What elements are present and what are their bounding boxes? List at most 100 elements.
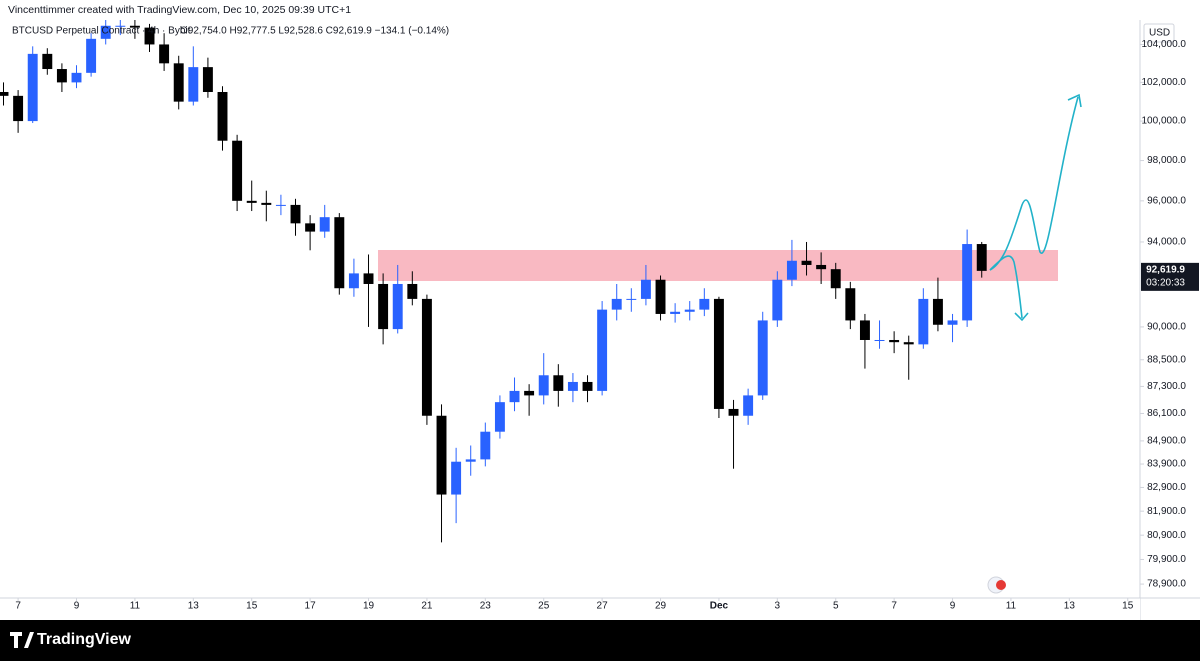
candle-body xyxy=(816,264,827,270)
candle-body xyxy=(334,217,345,289)
x-tick-label: 11 xyxy=(1006,601,1017,612)
candle-body xyxy=(86,38,97,73)
x-tick-label: 11 xyxy=(130,601,141,612)
candle-body xyxy=(509,390,520,403)
candle-body xyxy=(363,273,374,284)
candle-body xyxy=(859,320,870,340)
y-tick-label: 83,900.0 xyxy=(1147,459,1186,470)
footer xyxy=(0,620,1200,661)
last-price-box xyxy=(1141,262,1199,291)
candle-body xyxy=(27,53,38,122)
candle-body xyxy=(962,244,973,321)
x-tick-label: 21 xyxy=(421,601,433,612)
candle-body xyxy=(407,283,418,299)
candle-body xyxy=(524,390,535,396)
candle-body xyxy=(305,223,316,232)
candle-body xyxy=(786,260,797,280)
y-tick-label: 79,900.0 xyxy=(1147,554,1186,565)
candle-body xyxy=(976,244,987,271)
news-icon-flag xyxy=(996,580,1006,590)
candle-body xyxy=(202,67,213,92)
x-tick-label: 7 xyxy=(891,601,897,612)
candle-body xyxy=(115,25,126,27)
candle-body xyxy=(261,202,272,205)
bearish-arrow xyxy=(989,255,1023,319)
y-tick-label: 94,000.0 xyxy=(1147,237,1186,248)
candle-body xyxy=(421,298,432,416)
last-price-label: 92,619.9 xyxy=(1146,265,1185,276)
candle-body xyxy=(159,44,170,64)
candle-body xyxy=(232,140,243,201)
candle-body xyxy=(0,91,9,96)
candle-body xyxy=(845,288,856,321)
candle-body xyxy=(830,269,841,289)
candle-body xyxy=(392,283,403,330)
y-tick-label: 90,000.0 xyxy=(1147,322,1186,333)
candle-body xyxy=(290,204,301,224)
ohlc-legend: O92,754.0 H92,777.5 L92,528.6 C92,619.9 … xyxy=(180,26,449,37)
candle-body xyxy=(246,200,257,203)
candle-body xyxy=(655,279,666,314)
y-tick-label: 78,900.0 xyxy=(1147,579,1186,590)
x-tick-label: 15 xyxy=(246,601,258,612)
bullish-arrow-head xyxy=(1067,93,1082,108)
x-tick-label: Dec xyxy=(710,601,729,612)
candle-body xyxy=(451,461,462,495)
candle-body xyxy=(947,320,958,325)
x-tick-label: 23 xyxy=(480,601,492,612)
candle-body xyxy=(699,298,710,310)
header-title: Vincenttimmer created with TradingView.c… xyxy=(8,4,351,16)
candle-body xyxy=(217,91,228,141)
candle-body xyxy=(626,298,637,300)
y-tick-label: 104,000.0 xyxy=(1142,39,1187,50)
candle-body xyxy=(728,408,739,416)
candle-body xyxy=(801,260,812,265)
candle-body xyxy=(538,375,549,396)
bullish-arrow xyxy=(989,96,1079,271)
candle-body xyxy=(553,375,564,391)
candle-body xyxy=(640,279,651,299)
candle-body xyxy=(597,309,608,391)
candle-body xyxy=(275,204,286,206)
candle-body xyxy=(611,298,622,310)
candle-body xyxy=(465,459,476,462)
candle-body xyxy=(144,27,155,45)
x-tick-label: 29 xyxy=(655,601,667,612)
y-tick-label: 100,000.0 xyxy=(1142,116,1187,127)
candle-body xyxy=(713,298,724,409)
candle-body xyxy=(436,415,447,495)
currency-box[interactable] xyxy=(1143,23,1175,43)
candle-body xyxy=(582,381,593,391)
candle-body xyxy=(772,279,783,321)
x-tick-label: 27 xyxy=(597,601,609,612)
brand-name: TradingView xyxy=(37,631,132,648)
candle-body xyxy=(743,395,754,416)
resistance-zone xyxy=(378,250,1058,281)
x-tick-label: 9 xyxy=(74,601,80,612)
candle-body xyxy=(757,320,768,396)
candle-body xyxy=(100,25,111,39)
candle-body xyxy=(56,69,67,83)
candle-body xyxy=(480,431,491,460)
time-axis xyxy=(0,598,1140,620)
candle-body xyxy=(874,339,885,341)
header-bar xyxy=(0,0,1200,20)
x-tick-label: 19 xyxy=(363,601,375,612)
x-tick-label: 25 xyxy=(538,601,550,612)
candle-body xyxy=(71,72,82,83)
x-tick-label: 3 xyxy=(775,601,781,612)
countdown-label: 03:20:33 xyxy=(1146,278,1185,289)
x-tick-label: 15 xyxy=(1122,601,1134,612)
candle-body xyxy=(932,298,943,325)
y-tick-label: 84,900.0 xyxy=(1147,436,1186,447)
y-tick-label: 98,000.0 xyxy=(1147,155,1186,166)
candle-body xyxy=(918,298,929,345)
y-tick-label: 88,500.0 xyxy=(1147,354,1186,365)
brand-logo xyxy=(10,632,34,648)
x-tick-label: 7 xyxy=(15,601,21,612)
price-axis xyxy=(1140,20,1200,620)
y-tick-label: 86,100.0 xyxy=(1147,408,1186,419)
y-tick-label: 81,900.0 xyxy=(1147,506,1186,517)
